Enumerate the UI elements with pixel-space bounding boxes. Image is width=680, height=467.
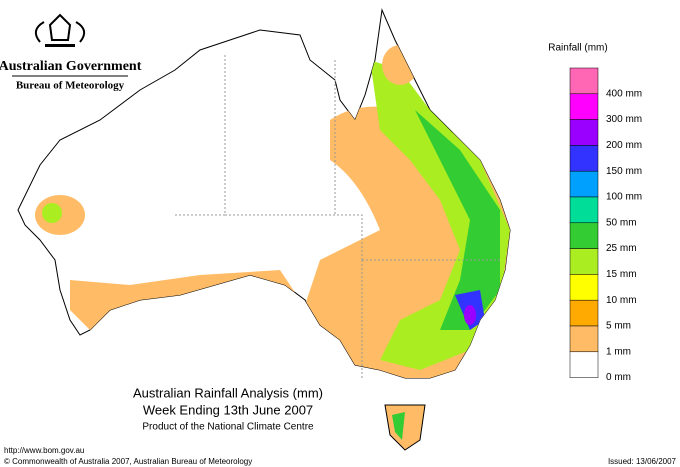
url: http://www.bom.gov.au xyxy=(4,446,84,455)
government: Australian Government xyxy=(0,59,142,74)
map-subtitle: Week Ending 13th June 2007 xyxy=(143,402,313,417)
legend-label: 10 mm xyxy=(606,295,637,306)
map xyxy=(17,9,511,451)
legend-swatch xyxy=(569,196,599,224)
legend: 400 mm 300 mm 200 mm 150 mm 100 mm 50 mm 25 mm… xyxy=(569,67,642,383)
legend-label: 400 mm xyxy=(606,88,642,99)
map-credit: Product of the National Climate Centre xyxy=(142,422,314,433)
legend-label: 25 mm xyxy=(606,243,637,254)
legend-swatch xyxy=(569,170,599,198)
legend-swatch xyxy=(569,67,599,95)
map-title: Australian Rainfall Analysis (mm) xyxy=(133,385,323,400)
legend-swatch xyxy=(569,145,599,172)
legend-swatch xyxy=(569,274,599,301)
issued: Issued: 13/06/2007 xyxy=(608,457,677,466)
legend-swatch xyxy=(569,248,599,275)
legend-swatch xyxy=(569,119,599,146)
legend-label: 15 mm xyxy=(606,269,637,280)
legend-label: 1 mm xyxy=(606,346,631,357)
legend-swatch xyxy=(569,351,599,378)
legend-label: 200 mm xyxy=(606,140,642,151)
legend-swatch xyxy=(569,299,599,327)
legend-label: 100 mm xyxy=(606,192,642,203)
legend-label: 0 mm xyxy=(606,372,631,383)
copyright: © Commonwealth of Australia 2007, Austra… xyxy=(4,457,252,466)
crest xyxy=(34,13,86,47)
legend-swatch xyxy=(569,222,599,249)
legend-swatch xyxy=(569,93,599,120)
legend-label: 150 mm xyxy=(606,166,642,177)
legend-label: 300 mm xyxy=(606,114,642,125)
legend-title: Rainfall (mm) xyxy=(548,43,607,54)
legend-label: 50 mm xyxy=(606,217,637,228)
legend-swatch xyxy=(569,325,599,353)
bureau: Bureau of Meteorology xyxy=(16,80,125,92)
legend-label: 5 mm xyxy=(606,321,631,332)
